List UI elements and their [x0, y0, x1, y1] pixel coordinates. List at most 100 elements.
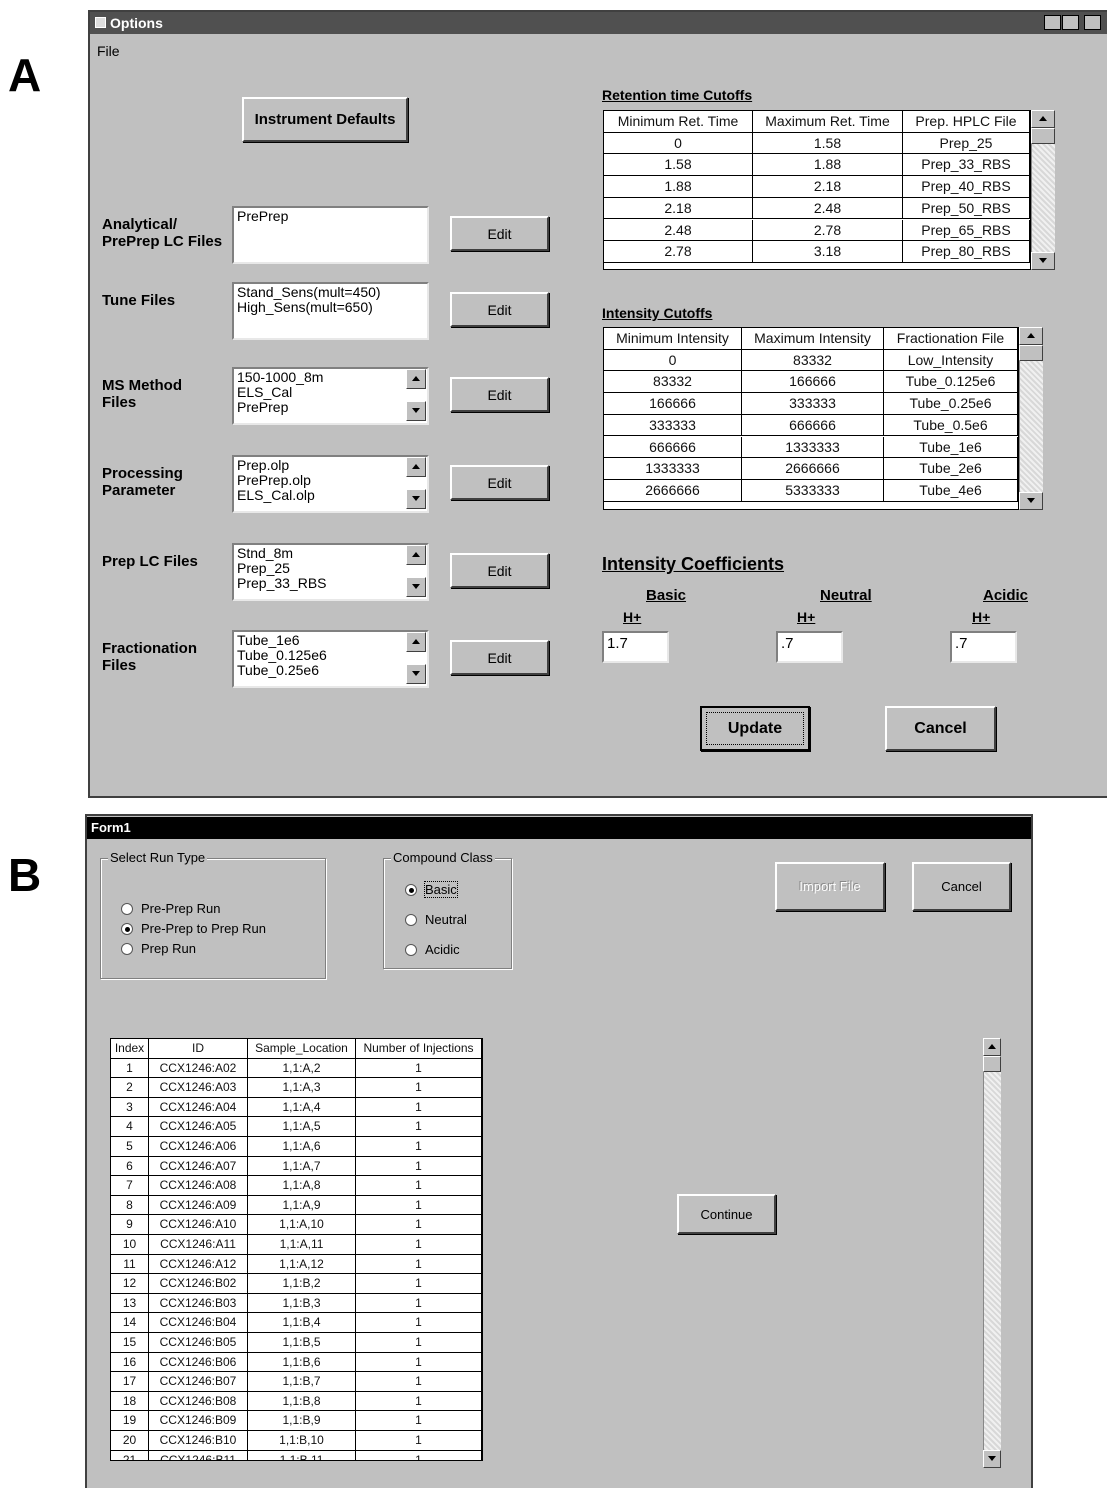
radio-label[interactable]: Prep Run [141, 941, 196, 956]
button[interactable]: Edit [450, 465, 549, 500]
table-cell: 18 [111, 1391, 149, 1412]
field-label: Prep LC Files [102, 553, 198, 570]
scroll-arrow[interactable] [983, 1056, 1001, 1072]
list-item[interactable]: PrePrep [237, 399, 289, 415]
list-item[interactable]: Prep.olp [237, 457, 290, 473]
list-item[interactable]: PrePrep [237, 208, 289, 224]
list-item[interactable]: Prep_33_RBS [237, 575, 327, 591]
scroll-arrow[interactable] [1019, 345, 1043, 361]
table-cell: 1 [356, 1215, 482, 1235]
title-bar [87, 817, 1031, 839]
list-item[interactable]: 150-1000_8m [237, 369, 324, 385]
scroll-arrow[interactable] [1031, 252, 1055, 270]
table-cell: 1 [356, 1372, 482, 1392]
list-box[interactable]: PrePrep [232, 206, 429, 264]
list-item[interactable]: ELS_Cal [237, 384, 293, 400]
list-item[interactable]: Stnd_8m [237, 545, 294, 561]
list-item[interactable]: Tube_0.25e6 [237, 662, 319, 678]
scroll-arrow[interactable] [406, 664, 426, 684]
button[interactable]: Edit [450, 292, 549, 327]
button[interactable]: Cancel [912, 862, 1011, 911]
column-name: Acidic [983, 587, 1029, 604]
button[interactable]: Edit [450, 377, 549, 412]
table-cell: CCX1246:A04 [149, 1097, 248, 1118]
scroll-arrow[interactable] [406, 489, 426, 509]
radio-button[interactable] [121, 923, 133, 935]
text-input[interactable]: .7 [776, 631, 843, 663]
table-cell: 14 [111, 1313, 149, 1333]
button[interactable]: Edit [450, 553, 549, 588]
column-sub: H+ [797, 609, 816, 625]
button[interactable]: Import File [775, 862, 885, 911]
radio-label[interactable]: Basic [424, 881, 458, 898]
scroll-arrow[interactable] [406, 545, 426, 565]
radio-label[interactable]: Pre-Prep Run [141, 901, 221, 916]
scroll-arrow[interactable] [1031, 110, 1055, 128]
table-cell: 1 [356, 1235, 482, 1255]
button[interactable]: Edit [450, 640, 549, 675]
scroll-arrow[interactable] [983, 1038, 1001, 1056]
table-cell: 1,1:B,10 [248, 1431, 356, 1451]
group-title: Compound Class [391, 850, 495, 865]
table-cell: CCX1246:B07 [149, 1372, 248, 1392]
scrollbar[interactable] [983, 1038, 1001, 1468]
list-item[interactable]: Tube_0.125e6 [237, 647, 327, 663]
list-item[interactable]: Stand_Sens(mult=450) [237, 284, 381, 300]
table-cell: 2.48 [753, 197, 903, 220]
list-item[interactable]: Tube_1e6 [237, 632, 300, 648]
list-box[interactable]: 150-1000_8m ELS_Cal PrePrep [232, 367, 429, 425]
scroll-arrow[interactable] [983, 1450, 1001, 1468]
radio-label[interactable]: Neutral [425, 912, 467, 927]
scroll-arrow[interactable] [1031, 128, 1055, 144]
table-cell: CCX1246:B11 [149, 1450, 248, 1460]
window-control[interactable] [1044, 15, 1061, 30]
list-box[interactable]: Stand_Sens(mult=450) High_Sens(mult=650) [232, 282, 429, 340]
button[interactable]: Instrument Defaults [242, 97, 408, 142]
radio-button[interactable] [121, 903, 133, 915]
arrow-glyph [412, 671, 420, 676]
radio-button[interactable] [405, 914, 417, 926]
radio-button[interactable] [405, 884, 417, 896]
radio-button[interactable] [405, 944, 417, 956]
scroll-arrow[interactable] [406, 369, 426, 389]
scroll-arrow[interactable] [1019, 492, 1043, 510]
list-box[interactable]: Stnd_8m Prep_25 Prep_33_RBS [232, 543, 429, 601]
section-title: Intensity Coefficients [602, 554, 785, 574]
table-cell: Prep_25 [903, 132, 1030, 155]
table-cell: CCX1246:A09 [149, 1195, 248, 1216]
button[interactable]: Cancel [885, 706, 996, 751]
radio-button[interactable] [121, 943, 133, 955]
table-cell: CCX1246:A10 [149, 1215, 248, 1235]
button[interactable]: Edit [450, 216, 549, 251]
window-control[interactable] [1062, 15, 1079, 30]
window-control[interactable] [1084, 15, 1101, 30]
list-item[interactable]: Prep_25 [237, 560, 290, 576]
menu-item[interactable]: File [97, 43, 120, 59]
table-header: ID [149, 1039, 248, 1059]
table-cell: 3.18 [753, 241, 903, 263]
table-cell: 166666 [604, 393, 742, 415]
table-cell: Tube_0.125e6 [884, 371, 1018, 394]
scroll-arrow[interactable] [406, 457, 426, 477]
table-cell: 1 [356, 1078, 482, 1098]
list-box[interactable]: Prep.olp PrePrep.olp ELS_Cal.olp [232, 455, 429, 513]
panel-label: A [8, 49, 42, 101]
scroll-arrow[interactable] [1019, 327, 1043, 345]
list-item[interactable]: High_Sens(mult=650) [237, 299, 373, 315]
radio-label[interactable]: Acidic [425, 942, 460, 957]
list-item[interactable]: ELS_Cal.olp [237, 487, 315, 503]
text-input[interactable]: .7 [950, 631, 1017, 663]
scroll-arrow[interactable] [406, 401, 426, 421]
table-cell: 1 [356, 1254, 482, 1275]
list-box[interactable]: Tube_1e6 Tube_0.125e6 Tube_0.25e6 [232, 630, 429, 688]
table-cell: Low_Intensity [884, 349, 1018, 372]
table-cell: 11 [111, 1254, 149, 1275]
button[interactable]: Continue [677, 1194, 776, 1234]
scroll-arrow[interactable] [406, 632, 426, 652]
radio-label[interactable]: Pre-Prep to Prep Run [141, 921, 267, 936]
list-item[interactable]: PrePrep.olp [237, 472, 311, 488]
table-cell: 1 [356, 1313, 482, 1333]
text-input[interactable]: 1.7 [602, 631, 669, 663]
scroll-arrow[interactable] [406, 577, 426, 597]
button[interactable]: Update [700, 706, 810, 751]
